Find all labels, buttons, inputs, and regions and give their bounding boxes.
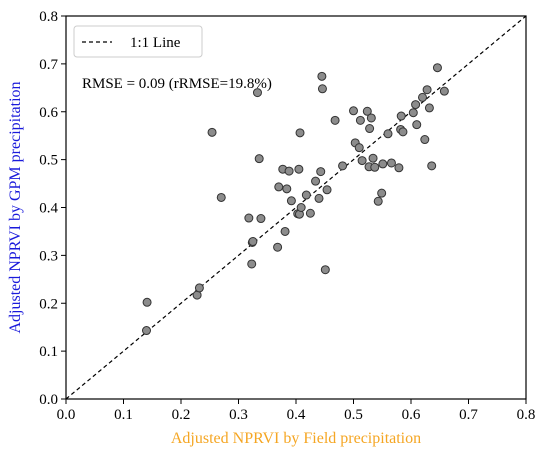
x-tick-label: 0.6 [402,407,421,423]
data-point [424,103,434,113]
x-tick-label: 0.5 [344,407,363,423]
data-point [280,226,290,236]
data-point [274,182,284,192]
data-point [373,196,383,206]
x-tick-label: 0.3 [229,407,248,423]
y-tick-label: 0.8 [39,9,58,25]
data-point [284,166,294,176]
data-point [282,184,292,194]
y-axis-label: Adjusted NPRVI by GPM precipitation [7,81,24,333]
data-point [427,161,437,171]
x-axis-label: Adjusted NPRVI by Field precipitation [171,430,421,447]
rmse-annotation: RMSE = 0.09 (rRMSE=19.8%) [82,76,272,92]
data-point [357,156,367,166]
x-tick-label: 0.2 [172,407,191,423]
data-point [420,135,430,145]
data-point [252,88,262,98]
data-point [386,158,396,168]
one-to-one-line [65,15,527,400]
data-point [317,84,327,94]
data-point [418,92,427,102]
data-point [422,85,432,95]
data-point [311,176,321,186]
data-point [273,242,283,252]
data-point [248,236,258,246]
data-point [194,283,204,293]
data-point [301,190,311,200]
data-point [396,111,406,121]
data-point [142,326,151,336]
data-point [256,214,266,224]
data-point [314,193,324,203]
x-axis-ticks: 0.0 0.1 0.2 0.3 0.4 0.5 0.6 0.7 0.8 [57,399,536,423]
data-point [355,115,365,125]
data-point [338,161,348,171]
data-point [354,143,364,153]
data-point [408,108,418,118]
data-point [286,196,296,206]
data-point [349,106,358,116]
legend: 1:1 Line [73,25,203,58]
x-tick-label: 0.4 [287,407,306,423]
data-point [142,297,152,307]
data-point [330,115,340,125]
data-point [247,259,257,269]
points-layer [142,63,449,336]
data-point [295,128,305,138]
x-tick-label: 0.1 [114,407,133,423]
data-point [362,106,372,116]
reference-line-layer [65,15,527,400]
data-point [254,154,264,164]
x-tick-label: 0.8 [517,407,536,423]
data-point [370,162,380,172]
y-axis-ticks: 0.0 0.1 0.2 0.3 0.4 0.5 0.6 0.7 0.8 [39,9,66,408]
data-point [244,213,254,223]
y-tick-label: 0.4 [39,201,58,217]
data-point [316,167,326,177]
data-point [320,265,330,275]
data-point [366,113,376,123]
data-point [383,129,393,139]
data-point [394,163,404,173]
y-tick-label: 0.5 [39,153,58,169]
data-point [305,208,315,218]
data-point [216,192,226,202]
y-tick-label: 0.6 [39,105,58,121]
data-point [378,159,388,169]
data-point [368,153,378,163]
data-point [377,188,387,198]
y-tick-label: 0.1 [39,344,58,360]
x-tick-label: 0.0 [57,407,76,423]
y-tick-label: 0.3 [39,248,58,264]
y-tick-label: 0.7 [39,57,58,73]
y-tick-label: 0.0 [39,392,58,408]
data-point [294,164,304,174]
data-point [365,124,375,134]
data-point [296,203,306,212]
legend-label: 1:1 Line [130,35,181,51]
data-point [398,127,408,137]
data-point [412,120,422,130]
data-point [322,185,332,195]
legend-box [73,25,203,58]
data-point [411,100,421,110]
y-tick-label: 0.2 [39,296,58,312]
data-point [439,86,449,96]
data-point [207,127,217,137]
data-point [317,71,327,81]
x-tick-label: 0.7 [459,407,478,423]
data-point [432,63,442,73]
